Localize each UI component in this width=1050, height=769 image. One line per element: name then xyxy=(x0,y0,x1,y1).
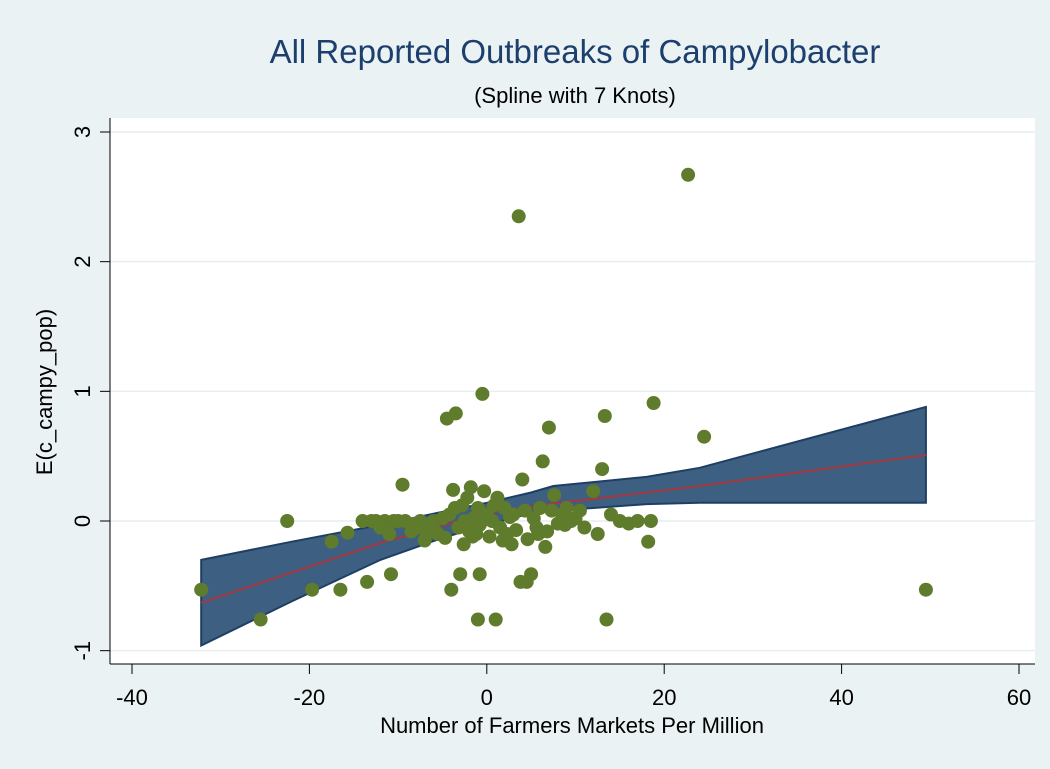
scatter-point xyxy=(410,520,425,535)
scatter-point xyxy=(515,472,530,487)
scatter-point xyxy=(586,484,601,499)
scatter-point xyxy=(428,524,443,539)
scatter-point xyxy=(538,539,553,554)
scatter-point xyxy=(444,582,459,597)
scatter-point xyxy=(253,612,268,627)
scatter-point xyxy=(511,209,526,224)
scatter-point xyxy=(384,567,398,582)
scatter-point xyxy=(595,462,610,477)
scatter-point xyxy=(472,567,487,582)
scatter-point xyxy=(577,520,592,535)
y-tick-label: -1 xyxy=(70,641,95,661)
scatter-point xyxy=(382,527,397,541)
scatter-point xyxy=(475,386,490,401)
scatter-point xyxy=(463,480,478,495)
fit-line-layer xyxy=(200,453,927,604)
scatter-point xyxy=(477,484,492,499)
scatter-point xyxy=(447,501,462,515)
axes: -1 0 1 2 3 -40 -20 0 20 40 60 xyxy=(70,118,1035,710)
scatter-point xyxy=(540,524,555,539)
scatter-point xyxy=(541,420,556,435)
scatter-point xyxy=(599,612,614,627)
scatter-point xyxy=(398,514,413,528)
scatter-point xyxy=(643,514,658,528)
scatter-point xyxy=(446,482,461,497)
scatter-point xyxy=(324,534,339,549)
scatter-point xyxy=(544,503,559,518)
y-tick-label: 2 xyxy=(70,256,95,268)
chart-subtitle: (Spline with 7 Knots) xyxy=(474,83,676,108)
scatter-point xyxy=(333,582,348,597)
y-tick-label: 1 xyxy=(70,385,95,397)
scatter-point xyxy=(918,582,933,597)
scatter-points-layer xyxy=(194,167,933,627)
scatter-point xyxy=(646,396,661,410)
scatter-point xyxy=(641,534,656,549)
scatter-point xyxy=(504,537,519,552)
scatter-point xyxy=(486,498,501,513)
scatter-point xyxy=(482,529,497,544)
scatter-point xyxy=(472,517,487,532)
scatter-point xyxy=(597,409,612,423)
scatter-point xyxy=(547,488,562,503)
scatter-point xyxy=(590,527,605,541)
scatter-point xyxy=(280,514,295,528)
scatter-point xyxy=(340,525,355,540)
x-tick-label: 60 xyxy=(1007,685,1031,710)
scatter-point xyxy=(355,514,370,528)
chart-title: All Reported Outbreaks of Campylobacter xyxy=(270,33,881,70)
scatter-point xyxy=(305,582,320,597)
y-tick-label: 0 xyxy=(70,515,95,527)
x-tick-label: -40 xyxy=(116,685,148,710)
scatter-point xyxy=(564,514,579,528)
scatter-point xyxy=(194,582,209,597)
y-axis-label: E(c_campy_pop) xyxy=(32,309,57,475)
fit-line xyxy=(200,453,927,604)
x-tick-label: -20 xyxy=(294,685,326,710)
scatter-point xyxy=(519,574,534,589)
x-tick-label: 20 xyxy=(652,685,676,710)
scatter-point xyxy=(470,612,485,627)
y-tick-label: 3 xyxy=(70,126,95,138)
scatter-point xyxy=(681,167,696,182)
scatter-point xyxy=(448,406,463,421)
x-axis-label: Number of Farmers Markets Per Million xyxy=(380,713,764,738)
scatter-point xyxy=(395,477,410,492)
scatter-point xyxy=(572,503,587,518)
scatter-point xyxy=(453,567,468,582)
scatter-point xyxy=(509,523,524,538)
scatter-point xyxy=(465,529,480,544)
scatter-point xyxy=(360,574,375,589)
scatter-point xyxy=(506,507,521,522)
scatter-point xyxy=(488,612,503,627)
scatter-point xyxy=(630,514,645,528)
scatter-point xyxy=(520,532,535,547)
scatter-point xyxy=(533,501,547,515)
x-tick-label: 40 xyxy=(829,685,853,710)
x-tick-label: 0 xyxy=(481,685,493,710)
scatter-point xyxy=(559,501,574,515)
scatter-point xyxy=(697,429,712,444)
scatter-point xyxy=(535,454,550,469)
grid-lines xyxy=(110,131,1035,652)
